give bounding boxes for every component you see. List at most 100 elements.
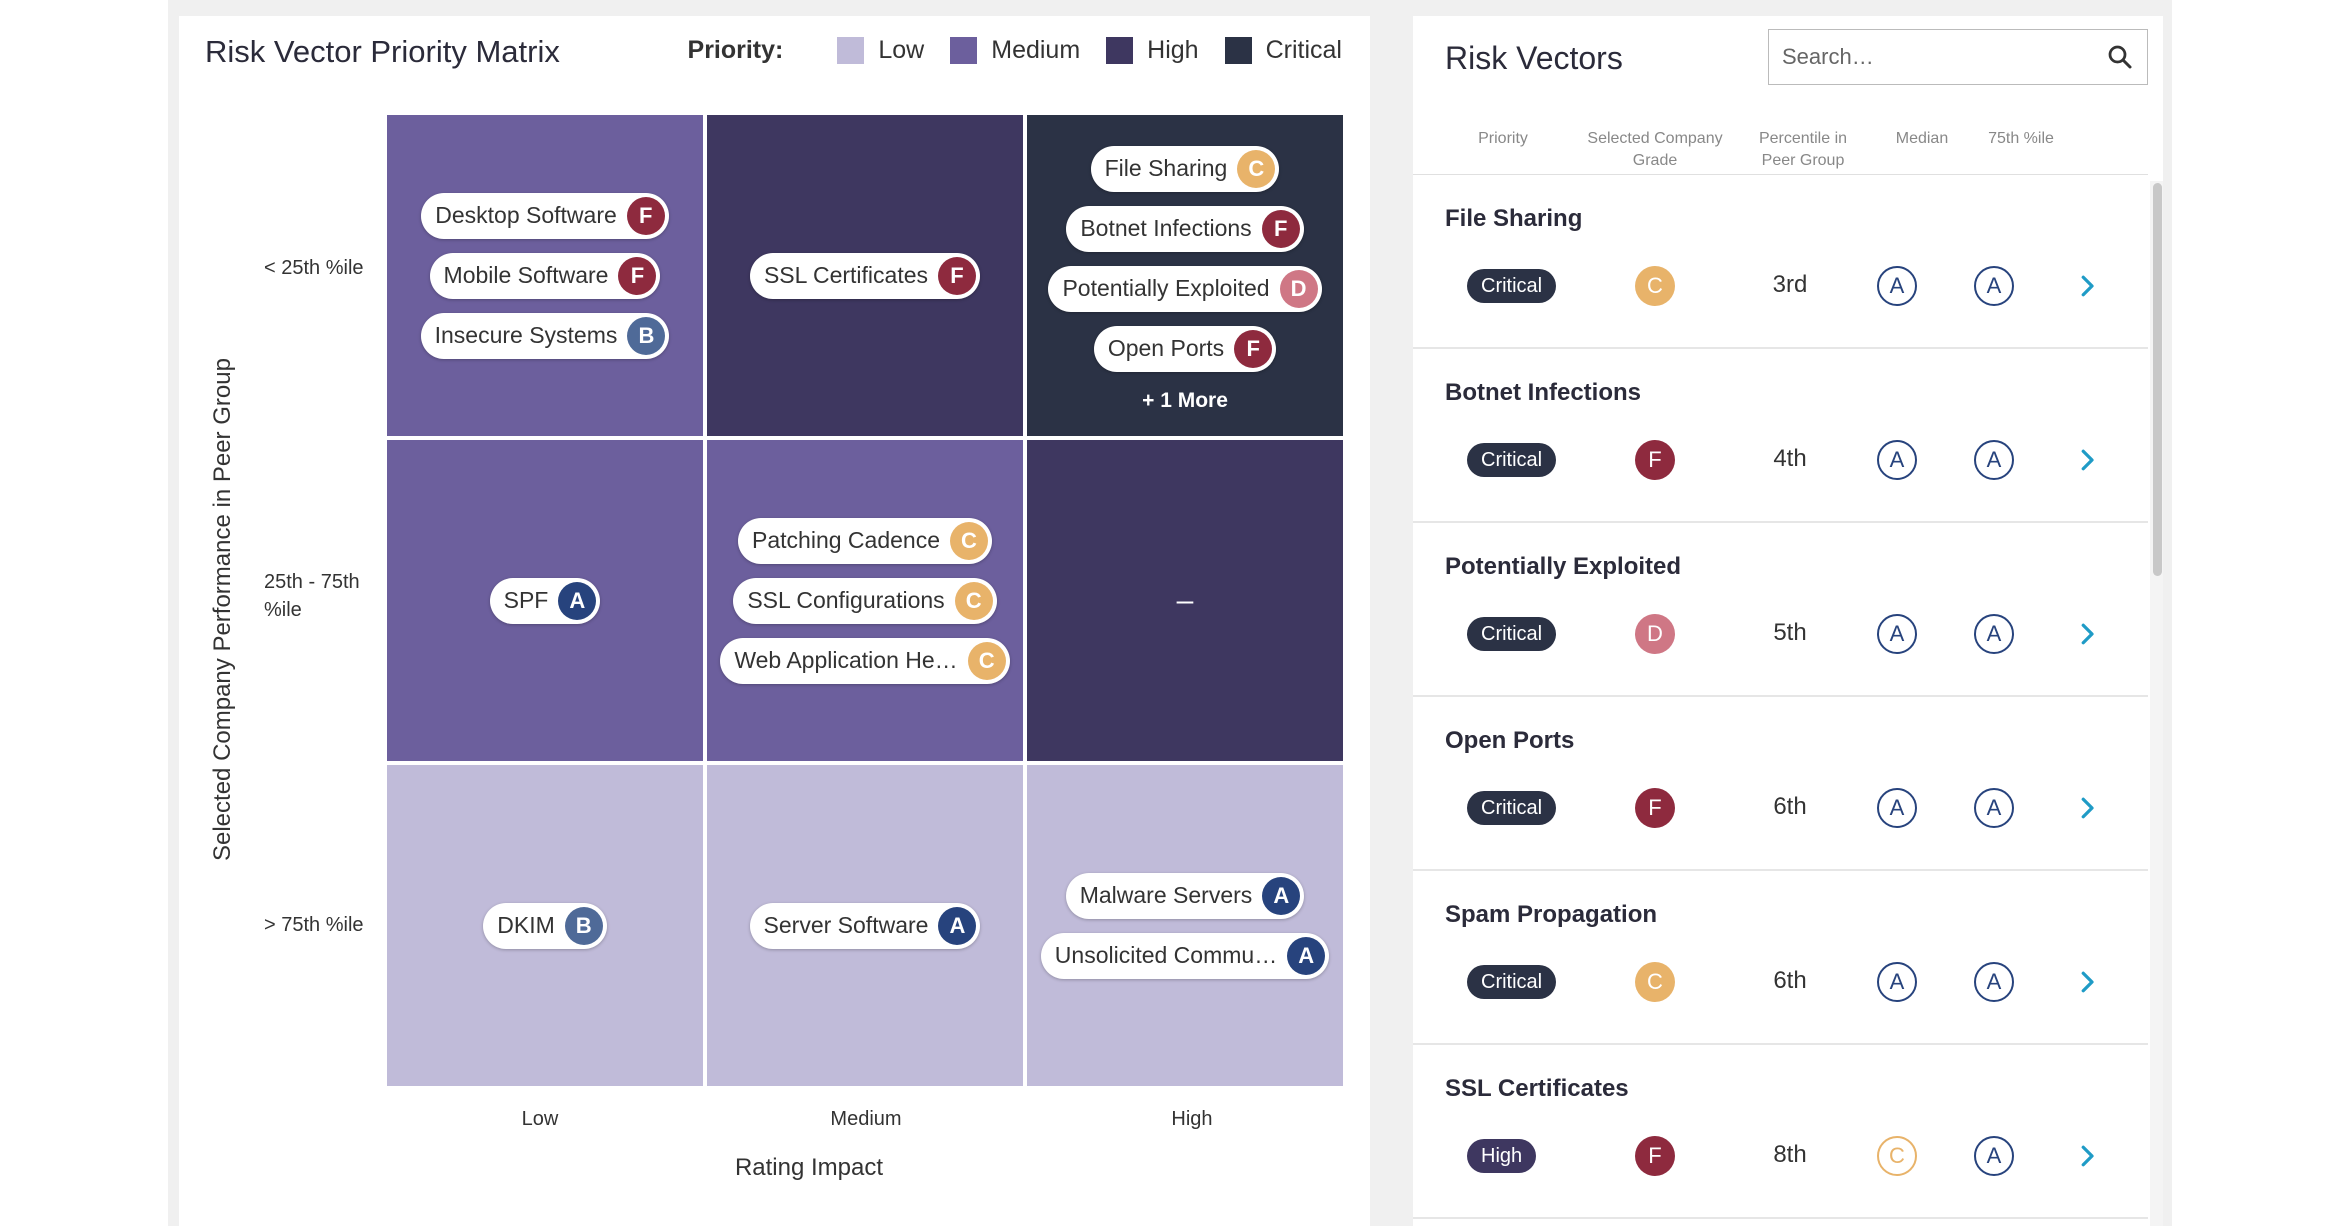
- search-icon[interactable]: [2105, 42, 2135, 72]
- matrix-cell: Desktop Software F Mobile Software F Insecur…: [387, 115, 703, 436]
- chip-label: SSL Configurations: [747, 587, 945, 613]
- grade-badge: F: [618, 256, 657, 295]
- risk-vector-chip[interactable]: Patching Cadence C: [738, 517, 992, 564]
- chip-label: Web Application He…: [734, 647, 958, 673]
- grade-badge: B: [564, 906, 603, 945]
- risk-vector-row[interactable]: SSL Certificates High F 8th C A: [1413, 1045, 2148, 1219]
- risk-vector-chip[interactable]: Server Software A: [749, 902, 981, 949]
- risk-vector-chip[interactable]: Malware Servers A: [1065, 872, 1305, 919]
- matrix-cell: File Sharing C Botnet Infections F Potential…: [1027, 115, 1343, 436]
- legend-item-medium: Medium: [950, 36, 1080, 65]
- percentile-value: 6th: [1773, 967, 1807, 994]
- column-header-priority[interactable]: Priority: [1478, 130, 1528, 147]
- median-grade-badge: A: [1877, 614, 1917, 654]
- scrollbar-thumb[interactable]: [2153, 183, 2162, 576]
- row-name: Open Ports: [1445, 727, 1575, 754]
- p75-grade-badge: A: [1974, 962, 2014, 1002]
- grade-badge: B: [627, 316, 666, 355]
- priority-badge: Critical: [1467, 443, 1557, 477]
- p75-grade-badge: A: [1974, 1136, 2014, 1176]
- legend-swatch-high: [1106, 37, 1134, 64]
- chevron-right-icon[interactable]: [2072, 1141, 2102, 1171]
- legend-label: Priority:: [687, 36, 784, 64]
- x-axis-title: Rating Impact: [734, 1154, 884, 1181]
- risk-vector-chip[interactable]: Insecure Systems B: [420, 312, 670, 359]
- risk-vector-chip[interactable]: Web Application He… C: [720, 637, 1010, 684]
- legend-swatch-medium: [950, 37, 978, 64]
- percentile-value: 4th: [1773, 445, 1807, 472]
- chip-label: Malware Servers: [1079, 882, 1253, 908]
- chip-label: Mobile Software: [443, 262, 609, 288]
- risk-vector-chip[interactable]: Unsolicited Commu… A: [1040, 932, 1330, 979]
- priority-badge: Critical: [1467, 269, 1557, 303]
- legend-text-high: High: [1147, 36, 1199, 64]
- risk-vector-row[interactable]: Spam Propagation Critical C 6th A A: [1413, 871, 2148, 1045]
- company-grade-badge: F: [1635, 1136, 1675, 1176]
- y-axis-title: Selected Company Performance in Peer Gro…: [209, 358, 236, 861]
- header-divider: [1413, 174, 2148, 175]
- priority-matrix-panel: Risk Vector Priority Matrix Priority: Lo…: [179, 16, 1370, 1226]
- chip-label: Server Software: [763, 912, 929, 938]
- risk-vector-chip[interactable]: File Sharing C: [1090, 145, 1280, 192]
- x-tick-high: High: [1171, 1108, 1213, 1130]
- grade-badge: C: [949, 521, 988, 560]
- priority-badge: Critical: [1467, 617, 1557, 651]
- median-grade-badge: C: [1877, 1136, 1917, 1176]
- company-grade-badge: C: [1635, 962, 1675, 1002]
- matrix-title: Risk Vector Priority Matrix: [205, 34, 560, 69]
- priority-badge: Critical: [1467, 791, 1557, 825]
- grade-badge: F: [938, 256, 977, 295]
- chip-label: Unsolicited Commu…: [1054, 942, 1278, 968]
- grade-badge: A: [1262, 876, 1301, 915]
- grade-badge: F: [626, 196, 665, 235]
- row-name: SSL Certificates: [1445, 1075, 1629, 1102]
- legend-item-critical: Critical: [1224, 36, 1342, 65]
- chevron-right-icon[interactable]: [2072, 967, 2102, 997]
- legend-swatch-low: [837, 37, 865, 64]
- search-box: [1768, 29, 2148, 85]
- grade-badge: A: [558, 581, 597, 620]
- search-input[interactable]: [1782, 44, 2105, 70]
- matrix-cell: SPF A: [387, 440, 703, 761]
- risk-vector-chip[interactable]: Mobile Software F: [429, 252, 661, 299]
- column-header-percentile[interactable]: Percentile in Peer Group: [1758, 130, 1848, 170]
- risk-vector-row[interactable]: Potentially Exploited Critical D 5th A A: [1413, 523, 2148, 697]
- chevron-right-icon[interactable]: [2072, 445, 2102, 475]
- chevron-right-icon[interactable]: [2072, 271, 2102, 301]
- risk-vector-chip[interactable]: DKIM B: [483, 902, 607, 949]
- median-grade-badge: A: [1877, 266, 1917, 306]
- matrix-cell: SSL Certificates F: [707, 115, 1023, 436]
- company-grade-badge: D: [1635, 614, 1675, 654]
- legend-item-high: High: [1106, 36, 1199, 65]
- column-header-grade[interactable]: Selected Company Grade: [1587, 130, 1723, 170]
- column-header-median[interactable]: Median: [1895, 130, 1949, 147]
- grade-badge: A: [1287, 936, 1326, 975]
- risk-vector-row[interactable]: Open Ports Critical F 6th A A: [1413, 697, 2148, 871]
- chip-label: Patching Cadence: [752, 527, 940, 553]
- chip-label: Insecure Systems: [434, 322, 618, 348]
- risk-vector-chip[interactable]: SSL Certificates F: [749, 252, 981, 299]
- risk-vector-chip[interactable]: Potentially Exploited D: [1048, 265, 1322, 312]
- chip-label: File Sharing: [1104, 155, 1228, 181]
- risk-vector-row[interactable]: Botnet Infections Critical F 4th A A: [1413, 349, 2148, 523]
- grade-badge: F: [1261, 209, 1300, 248]
- median-grade-badge: A: [1877, 788, 1917, 828]
- column-header-75th[interactable]: 75th %ile: [1988, 130, 2054, 147]
- risk-vector-chip[interactable]: SPF A: [489, 577, 601, 624]
- chevron-right-icon[interactable]: [2072, 793, 2102, 823]
- chip-label: SSL Certificates: [763, 262, 929, 288]
- x-tick-medium: Medium: [830, 1108, 902, 1130]
- p75-grade-badge: A: [1974, 614, 2014, 654]
- risk-vector-chip[interactable]: Open Ports F: [1093, 325, 1277, 372]
- company-grade-badge: C: [1635, 266, 1675, 306]
- risk-vector-chip[interactable]: Botnet Infections F: [1066, 205, 1304, 252]
- chip-label: SPF: [503, 587, 549, 613]
- chevron-right-icon[interactable]: [2072, 619, 2102, 649]
- risk-vector-chip[interactable]: Desktop Software F: [421, 192, 669, 239]
- p75-grade-badge: A: [1974, 788, 2014, 828]
- row-name: Potentially Exploited: [1445, 553, 1682, 580]
- more-link[interactable]: + 1 More: [1142, 388, 1228, 412]
- grade-badge: F: [1234, 329, 1273, 368]
- risk-vector-chip[interactable]: SSL Configurations C: [733, 577, 997, 624]
- risk-vector-row[interactable]: File Sharing Critical C 3rd A A: [1413, 175, 2148, 349]
